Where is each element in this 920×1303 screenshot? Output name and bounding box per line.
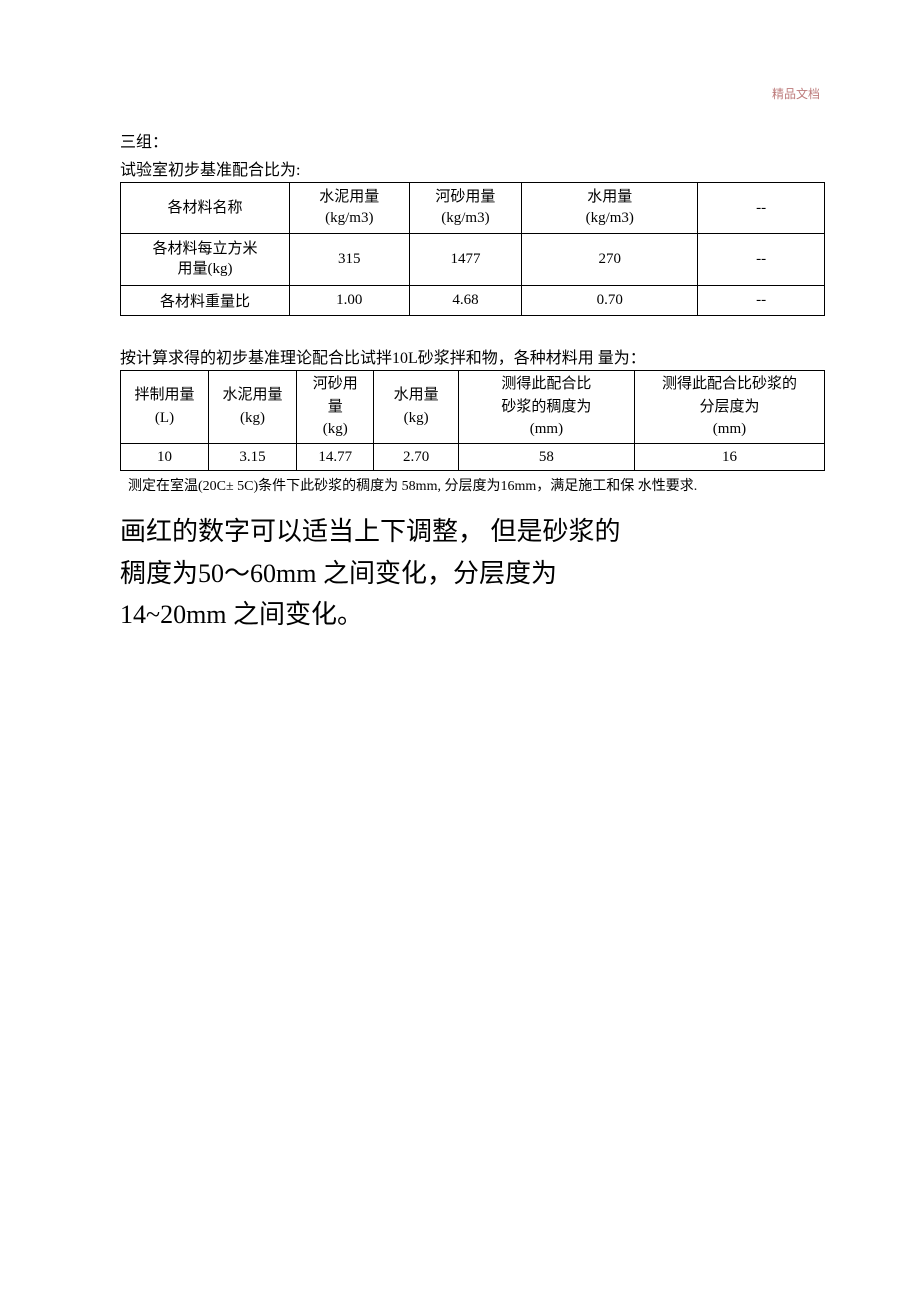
t2-header-consistency-line1: 测得此配合比 [501, 376, 591, 392]
watermark-label: 精品文档 [772, 85, 820, 102]
t2-header-consistency-line3: (mm) [530, 421, 563, 437]
header-sand-line2: (kg/m3) [441, 210, 489, 226]
t2-header-mix: 拌制用量 (L) [121, 371, 209, 444]
t2-header-mix-line1: 拌制用量 [134, 387, 194, 403]
section-subtitle: 试验室初步基准配合比为: [120, 156, 825, 180]
t2-header-water-line1: 水用量 [394, 387, 439, 403]
t2-header-water: 水用量 (kg) [374, 371, 458, 444]
header-blank: -- [698, 183, 825, 234]
t2-header-layer-line3: (mm) [713, 421, 746, 437]
t2-header-layer-line2: 分层度为 [699, 399, 759, 415]
measurement-note: 测定在室温(20C± 5C)条件下此砂浆的稠度为 58mm, 分层度为16mm，… [120, 476, 825, 497]
header-cement-line2: (kg/m3) [325, 210, 373, 226]
t2-header-consistency: 测得此配合比 砂浆的稠度为 (mm) [458, 371, 634, 444]
t2-header-sand-line1: 河砂用 [313, 376, 358, 392]
row-ratio-cement: 1.00 [289, 286, 409, 316]
header-water-line1: 水用量 [587, 189, 632, 205]
header-cement-line1: 水泥用量 [319, 189, 379, 205]
t2-row-water: 2.70 [374, 443, 458, 471]
t2-header-consistency-line2: 砂浆的稠度为 [501, 399, 591, 415]
t2-row-sand: 14.77 [297, 443, 374, 471]
table2-title: 按计算求得的初步基准理论配合比试拌10L砂浆拌和物，各种材料用 量为： [120, 344, 825, 368]
bignote-line3: 14~20mm 之间变化。 [120, 594, 825, 636]
adjustment-note: 画红的数字可以适当上下调整， 但是砂浆的 稠度为50～60mm 之间变化，分层度… [120, 511, 825, 636]
t2-row-layer: 16 [634, 443, 824, 471]
t2-header-mix-line2: (L) [155, 410, 174, 426]
t2-header-sand-line3: (kg) [323, 421, 348, 437]
row-ratio-sand: 4.68 [409, 286, 522, 316]
bignote-line1: 画红的数字可以适当上下调整， 但是砂浆的 [120, 511, 825, 553]
t2-header-layer: 测得此配合比砂浆的 分层度为 (mm) [634, 371, 824, 444]
section-title: 三组： [120, 128, 825, 152]
header-water-line2: (kg/m3) [586, 210, 634, 226]
t2-header-layer-line1: 测得此配合比砂浆的 [662, 376, 797, 392]
header-material-name: 各材料名称 [121, 183, 290, 234]
t2-header-cement-line1: 水泥用量 [222, 387, 282, 403]
t2-row-consistency: 58 [458, 443, 634, 471]
t2-header-sand: 河砂用 量 (kg) [297, 371, 374, 444]
row-per-m3-label-line1: 各材料每立方米 [152, 241, 257, 257]
row-per-m3-sand: 1477 [409, 234, 522, 286]
row-per-m3-cement: 315 [289, 234, 409, 286]
row-per-m3-label-line2: 用量(kg) [177, 261, 232, 277]
t2-row-mix: 10 [121, 443, 209, 471]
row-per-m3-blank: -- [698, 234, 825, 286]
trial-mix-table: 拌制用量 (L) 水泥用量 (kg) 河砂用 量 (kg) 水用量 (kg) 测… [120, 370, 825, 471]
header-water: 水用量 (kg/m3) [522, 183, 698, 234]
bignote-line2: 稠度为50～60mm 之间变化，分层度为 [120, 553, 825, 595]
baseline-mix-table: 各材料名称 水泥用量 (kg/m3) 河砂用量 (kg/m3) 水用量 (kg/… [120, 182, 825, 316]
header-cement: 水泥用量 (kg/m3) [289, 183, 409, 234]
row-per-m3-label: 各材料每立方米 用量(kg) [121, 234, 290, 286]
row-ratio-water: 0.70 [522, 286, 698, 316]
t2-header-water-line2: (kg) [404, 410, 429, 426]
row-ratio-blank: -- [698, 286, 825, 316]
t2-header-sand-line2: 量 [328, 399, 343, 415]
spacer [120, 316, 825, 344]
row-per-m3-water: 270 [522, 234, 698, 286]
header-sand-line1: 河砂用量 [435, 189, 495, 205]
t2-row-cement: 3.15 [209, 443, 297, 471]
header-sand: 河砂用量 (kg/m3) [409, 183, 522, 234]
t2-header-cement-line2: (kg) [240, 410, 265, 426]
t2-header-cement: 水泥用量 (kg) [209, 371, 297, 444]
row-ratio-label: 各材料重量比 [121, 286, 290, 316]
